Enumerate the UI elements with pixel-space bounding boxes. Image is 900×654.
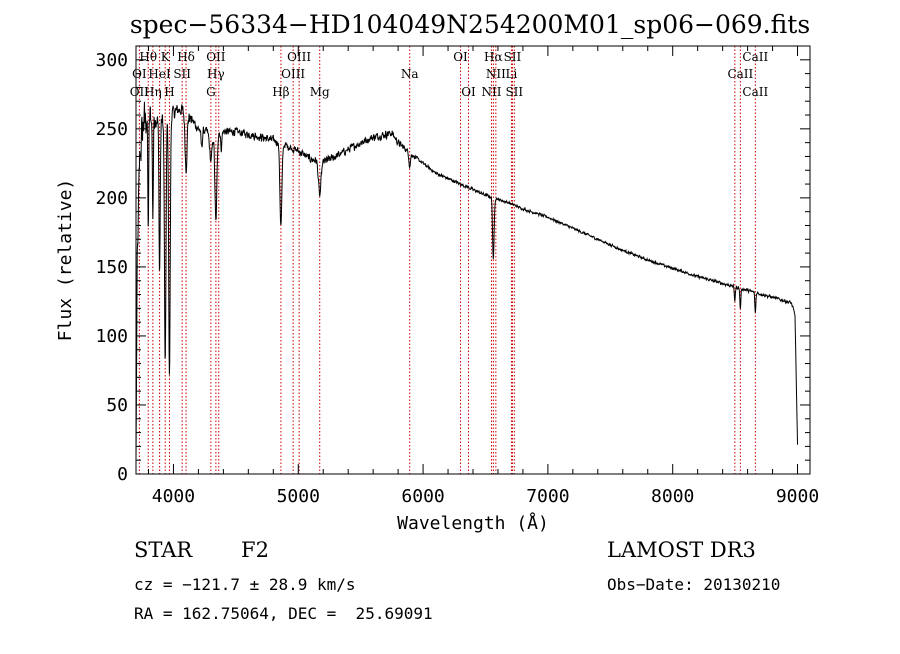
line-annotation: H: [164, 85, 174, 99]
y-tick-label: 200: [95, 188, 128, 209]
line-annotation: Li: [506, 67, 518, 81]
axes: 4000 5000 6000 7000 8000 9000 0 50 100 150 200 250 3…: [95, 46, 819, 507]
line-annotation: Hγ: [207, 67, 225, 81]
x-tick-label: 7000: [526, 486, 569, 507]
spectrum-line: [135, 101, 799, 460]
line-annotation: CaII: [742, 50, 768, 64]
line-annotation: Hθ: [139, 50, 157, 64]
line-annotation: Hα: [484, 50, 503, 64]
y-tick-label: 300: [95, 50, 128, 71]
line-annotation: HeI: [148, 67, 171, 81]
y-tick-label: 100: [95, 326, 128, 347]
line-annotation: OIII: [287, 50, 311, 64]
line-annotation: Hβ: [272, 85, 289, 99]
x-axis-label: Wavelength (Å): [397, 512, 549, 534]
y-tick-label: 0: [117, 464, 128, 485]
observation-date: Obs−Date: 20130210: [607, 575, 781, 594]
x-tick-label: 5000: [277, 486, 320, 507]
line-annotation: SII: [173, 67, 191, 81]
plot-frame: [135, 45, 811, 475]
line-annotation: Hδ: [177, 50, 195, 64]
line-annotation: Mg: [310, 85, 330, 99]
y-axis-label: Flux (relative): [55, 179, 76, 342]
x-tick-label: 8000: [651, 486, 694, 507]
redshift-velocity: cz = −121.7 ± 28.9 km/s: [134, 575, 356, 594]
line-annotation: OI: [132, 67, 147, 81]
line-markers: [138, 46, 756, 474]
line-annotation: Hη: [144, 85, 162, 99]
x-tick-label: 9000: [776, 486, 819, 507]
coordinates: RA = 162.75064, DEC = 25.69091: [134, 604, 433, 623]
spectrum-layer: [135, 101, 799, 460]
line-annotation: OIII: [281, 67, 305, 81]
y-tick-label: 50: [106, 395, 128, 416]
line-annotation: NII: [486, 67, 506, 81]
line-annotation: OII: [130, 85, 150, 99]
line-annotation: CaII: [727, 67, 753, 81]
line-annotation: SII: [505, 85, 523, 99]
line-annotation: Na: [401, 67, 419, 81]
y-tick-label: 250: [95, 119, 128, 140]
y-tick-label: 150: [95, 257, 128, 278]
line-annotation: SII: [504, 50, 522, 64]
line-annotation: OI: [461, 85, 476, 99]
line-annotation: OII: [206, 50, 226, 64]
line-annotation: OI: [453, 50, 468, 64]
line-annotation: G: [206, 85, 216, 99]
x-tick-label: 4000: [152, 486, 195, 507]
line-annotation: K: [161, 50, 171, 64]
object-class: STAR: [134, 538, 193, 562]
spectral-subclass: F2: [241, 538, 269, 562]
line-annotation: CaII: [742, 85, 768, 99]
x-tick-label: 6000: [401, 486, 444, 507]
line-annotation: NII: [481, 85, 501, 99]
chart-title: spec−56334−HD104049N254200M01_sp06−069.f…: [130, 10, 810, 39]
survey-name: LAMOST DR3: [607, 538, 756, 562]
